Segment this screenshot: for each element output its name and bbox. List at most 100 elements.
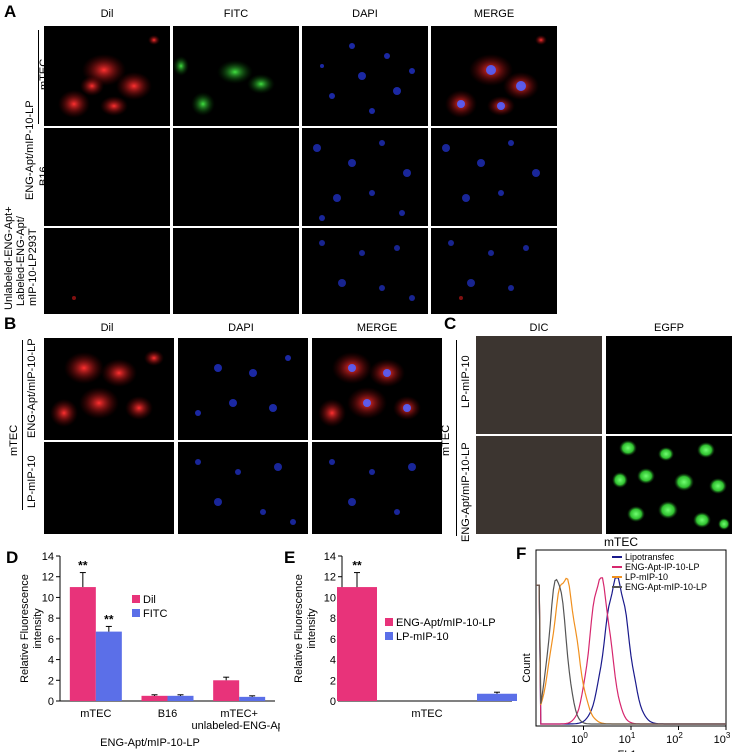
legend-swatch — [385, 618, 393, 626]
chart-title: mTEC — [604, 536, 638, 549]
panel-b-side-label: mTEC — [8, 424, 20, 456]
panel-c-row-eng: ENG-Apt/mIP-10-LP — [460, 442, 472, 542]
bar — [477, 693, 517, 701]
bar — [95, 631, 122, 701]
y-axis-label: Relative Fluorescenceintensity — [293, 574, 318, 683]
blue-nuclei-image — [195, 459, 296, 525]
image-c-eng-dic — [476, 436, 602, 534]
panel-a-divider — [38, 30, 39, 124]
y-tick-label: 4 — [330, 655, 336, 667]
y-tick-label: 12 — [324, 572, 336, 584]
image-b-lp-dil — [44, 442, 174, 534]
legend-label: ENG-Apt-IP-10-LP — [625, 562, 700, 572]
legend-label: ENG-Apt/mIP-10-LP — [396, 617, 496, 629]
bar — [69, 587, 96, 701]
blue-nuclei-image — [320, 43, 415, 114]
panel-label-c: C — [444, 314, 457, 333]
panel-a-col-fitc: FITC — [223, 8, 249, 20]
histogram-line — [536, 577, 726, 725]
image-a-b16-fitc — [173, 128, 299, 226]
y-tick-label: 10 — [324, 592, 336, 604]
panel-a-row-293t-l1: Unlabeled-ENG-Apt+ — [3, 206, 15, 310]
x-tick-label: 100 — [571, 731, 588, 746]
y-tick-label: 2 — [330, 675, 336, 687]
merged-nuclei-image — [448, 240, 529, 300]
image-a-b16-dapi — [302, 128, 428, 226]
image-b-eng-dapi — [178, 338, 308, 440]
panel-a-row-293t-l2: Labeled-ENG-Apt/ — [15, 216, 27, 306]
blue-nuclei-image — [319, 240, 415, 301]
merged-cells-image — [318, 352, 421, 427]
panel-a-group-label: ENG-Apt/mIP-10-LP — [24, 100, 36, 200]
histogram-line — [536, 577, 726, 725]
image-a-b16-merge — [431, 128, 557, 226]
image-a-mtec-dil — [44, 26, 170, 126]
panel-c-row-lp: LP-mIP-10 — [460, 355, 472, 408]
panel-c-col-egfp: EGFP — [654, 322, 684, 334]
merged-nuclei-image — [329, 459, 416, 515]
panel-label-a: A — [4, 2, 17, 21]
significance-label: ** — [352, 559, 362, 573]
faint-red-image — [72, 296, 76, 300]
x-tick-label: B16 — [158, 708, 178, 720]
y-tick-label: 8 — [330, 613, 336, 625]
significance-label: ** — [104, 612, 114, 626]
green-cells-image — [173, 56, 275, 116]
x-tick-label: unlabeled-ENG-Apt — [191, 720, 280, 732]
chart-e: 0 2 4 6 8 10 12 14 Relative Fluorescenceintensit… — [293, 551, 517, 720]
y-tick-label: 8 — [48, 613, 54, 625]
y-tick-label: 14 — [324, 551, 336, 563]
image-a-293t-dapi — [302, 228, 428, 314]
panel-a-col-dapi: DAPI — [352, 8, 378, 20]
blue-nuclei-image — [313, 140, 411, 221]
chart-f: mTECCountFL1100101102103LipotransfecENG-… — [521, 536, 731, 752]
legend-label: Lipotransfec — [625, 552, 675, 562]
legend-label: LP-mIP-10 — [396, 631, 449, 643]
panel-label-d: D — [6, 548, 19, 567]
x-tick-label: mTEC+ — [220, 708, 258, 720]
y-tick-label: 6 — [330, 634, 336, 646]
image-b-lp-dapi — [178, 442, 308, 534]
bar — [337, 587, 377, 701]
y-axis-label: Count — [521, 653, 533, 682]
panel-b-col-dil: Dil — [100, 322, 114, 334]
y-tick-label: 4 — [48, 655, 54, 667]
bar — [213, 680, 240, 701]
legend-swatch — [132, 595, 140, 603]
bar — [167, 695, 194, 701]
bar — [141, 695, 168, 701]
image-b-eng-merge — [312, 338, 442, 440]
image-a-mtec-merge — [431, 26, 557, 126]
panel-b-row-lp: LP-mIP-10 — [26, 455, 38, 508]
blue-nuclei-image — [195, 355, 291, 416]
merged-cells-image — [445, 35, 547, 118]
x-tick-label: mTEC — [80, 708, 111, 720]
legend-swatch — [385, 632, 393, 640]
image-b-eng-dil — [44, 338, 174, 440]
panel-a-col-merge: MERGE — [473, 8, 515, 20]
panel-b-divider — [22, 340, 23, 510]
image-a-mtec-fitc — [173, 26, 299, 126]
y-tick-label: 6 — [48, 634, 54, 646]
image-a-293t-merge — [431, 228, 557, 314]
legend-label: ENG-Apt-mIP-10-LP — [625, 582, 707, 592]
panel-c-col-dic: DIC — [529, 322, 549, 334]
image-a-mtec-dapi — [302, 26, 428, 126]
green-cells-image — [612, 440, 730, 530]
image-c-lp-egfp — [606, 336, 732, 434]
histogram-line — [536, 578, 726, 725]
image-c-lp-dic — [476, 336, 602, 434]
y-tick-label: 14 — [42, 551, 54, 563]
bar — [239, 696, 266, 701]
y-axis-label: Relative Fluorescenceintensity — [19, 574, 44, 683]
red-cells-image — [50, 350, 164, 427]
panel-b-col-merge: MERGE — [356, 322, 398, 334]
image-a-293t-fitc — [173, 228, 299, 314]
x-tick-label: 102 — [666, 731, 683, 746]
panel-b-col-dapi: DAPI — [228, 322, 254, 334]
x-tick-label: 101 — [619, 731, 636, 746]
y-tick-label: 0 — [48, 696, 54, 708]
chart-d: 0 2 4 6 8 10 12 14 Relative Fluorescenceintensit… — [19, 551, 280, 749]
y-tick-label: 2 — [48, 675, 54, 687]
x-tick-label: mTEC — [411, 708, 442, 720]
